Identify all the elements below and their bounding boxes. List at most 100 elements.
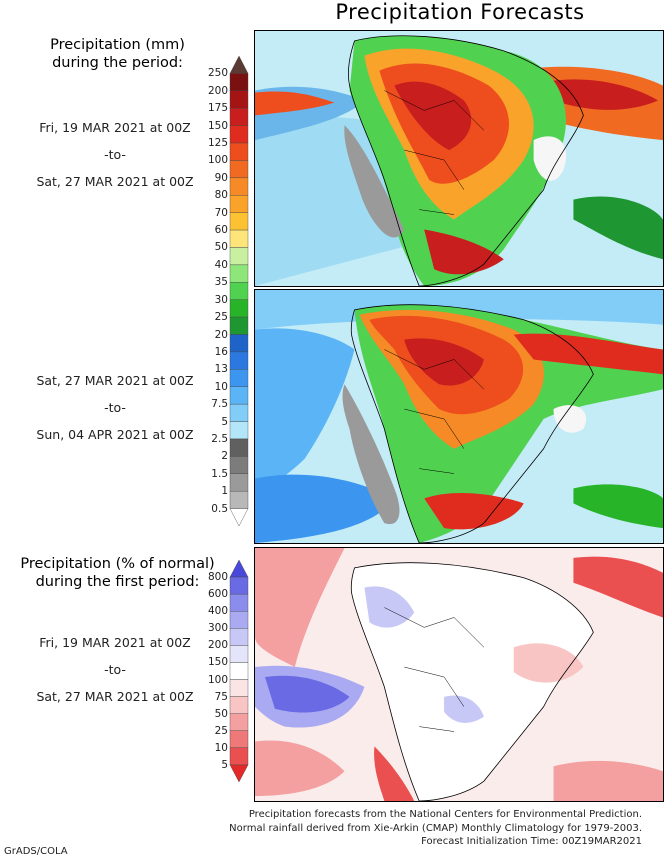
mm-swatch-12 — [229, 264, 249, 283]
mm-tick-label: 1.5 — [211, 467, 228, 480]
mm-tick-label: 5 — [221, 415, 228, 428]
mm-legend-title: Precipitation (mm) during the period: — [0, 36, 235, 72]
mm-swatch-2 — [229, 90, 249, 109]
mm-tick-label: 0.5 — [211, 502, 228, 515]
mm-swatch-7 — [229, 177, 249, 196]
pct-tick-label: 100 — [207, 673, 228, 686]
mm-legend-title-line2: during the period: — [52, 55, 183, 71]
mm-tick-label: 10 — [214, 380, 228, 393]
percent-normal-map — [254, 547, 664, 802]
mm-swatch-6 — [229, 160, 249, 179]
period-3-separator: -to- — [104, 662, 126, 677]
pct-colorbar — [229, 560, 249, 782]
pct-swatch-6 — [229, 662, 249, 680]
period-2-labels: Sat, 27 MAR 2021 at 00Z -to- Sun, 04 APR… — [0, 367, 230, 448]
mm-tick-label: 35 — [214, 276, 228, 289]
mm-tick-label: 20 — [214, 328, 228, 341]
period-1-labels: Fri, 19 MAR 2021 at 00Z -to- Sat, 27 MAR… — [0, 114, 230, 195]
mm-tick-label: 90 — [214, 171, 228, 184]
pct-tick-label: 5 — [221, 758, 228, 771]
pct-swatch-2 — [229, 593, 249, 612]
period-2-start: Sat, 27 MAR 2021 at 00Z — [36, 373, 194, 388]
mm-tick-label: 200 — [207, 84, 228, 97]
pct-tick-label: 25 — [214, 724, 228, 737]
mm-swatch-23 — [229, 456, 249, 474]
pct-swatch-5 — [229, 645, 249, 663]
mm-swatch-15 — [229, 316, 249, 335]
data-credits: Precipitation forecasts from the Nationa… — [202, 808, 642, 849]
pct-swatch-7 — [229, 679, 249, 697]
mm-swatch-25 — [229, 490, 249, 509]
mm-tick-label: 125 — [207, 137, 228, 150]
mm-swatch-4 — [229, 125, 249, 144]
period-1-start: Fri, 19 MAR 2021 at 00Z — [39, 120, 191, 135]
mm-tick-label: 2.5 — [211, 432, 228, 445]
main-title: Precipitation Forecasts — [335, 0, 585, 24]
mm-tick-label: 250 — [207, 67, 228, 80]
period-3-start: Fri, 19 MAR 2021 at 00Z — [39, 635, 191, 650]
credits-line-3: Forecast Initialization Time: 00Z19MAR20… — [421, 836, 642, 847]
mm-swatch-11 — [229, 247, 249, 266]
mm-tick-label: 100 — [207, 154, 228, 167]
mm-swatch-5 — [229, 142, 249, 161]
pct-tick-label: 800 — [207, 571, 228, 584]
mm-legend-title-line1: Precipitation (mm) — [50, 37, 185, 53]
period-1-separator: -to- — [104, 147, 126, 162]
period-3-labels: Fri, 19 MAR 2021 at 00Z -to- Sat, 27 MAR… — [0, 629, 230, 710]
pct-swatch-10 — [229, 730, 249, 749]
pct-swatch-0 — [229, 560, 249, 578]
mm-tick-label: 30 — [214, 293, 228, 306]
mm-swatch-22 — [229, 438, 249, 457]
pct-tick-label: 600 — [207, 588, 228, 601]
pct-swatch-9 — [229, 713, 249, 731]
pct-tick-label: 300 — [207, 622, 228, 635]
mm-swatch-16 — [229, 334, 249, 353]
mm-swatch-21 — [229, 421, 249, 440]
mm-swatch-14 — [229, 299, 249, 318]
mm-tick-label: 175 — [207, 102, 228, 115]
pct-swatch-12 — [229, 764, 249, 782]
pct-swatch-4 — [229, 628, 249, 646]
mm-tick-label: 13 — [214, 363, 228, 376]
pct-tick-label: 75 — [214, 690, 228, 703]
pct-tick-label: 200 — [207, 639, 228, 652]
pct-swatch-8 — [229, 696, 249, 714]
pct-swatch-1 — [229, 576, 249, 595]
pct-tick-label: 50 — [214, 707, 228, 720]
mm-tick-label: 1 — [221, 485, 228, 498]
mm-colorbar — [229, 56, 249, 526]
mm-tick-label: 50 — [214, 241, 228, 254]
mm-tick-label: 80 — [214, 189, 228, 202]
mm-swatch-9 — [229, 212, 249, 231]
pct-legend-title: Precipitation (% of normal) during the f… — [0, 555, 235, 591]
period-2-separator: -to- — [104, 400, 126, 415]
period-3-end: Sat, 27 MAR 2021 at 00Z — [36, 689, 194, 704]
mm-tick-label: 60 — [214, 224, 228, 237]
pct-tick-label: 400 — [207, 605, 228, 618]
pct-legend-title-line1: Precipitation (% of normal) — [20, 556, 215, 572]
pct-swatch-11 — [229, 747, 249, 766]
mm-swatch-20 — [229, 403, 249, 422]
pct-tick-label: 10 — [214, 741, 228, 754]
pct-tick-label: 150 — [207, 656, 228, 669]
period-1-end: Sat, 27 MAR 2021 at 00Z — [36, 174, 194, 189]
mm-swatch-13 — [229, 282, 249, 300]
mm-swatch-8 — [229, 195, 249, 213]
pct-legend-title-line2: during the first period: — [35, 574, 200, 590]
mm-swatch-17 — [229, 351, 249, 370]
mm-swatch-0 — [229, 56, 249, 74]
mm-tick-label: 150 — [207, 119, 228, 132]
mm-tick-label: 25 — [214, 311, 228, 324]
mm-swatch-18 — [229, 369, 249, 387]
precip-map-period-1 — [254, 30, 664, 287]
mm-swatch-24 — [229, 473, 249, 492]
mm-swatch-26 — [229, 508, 249, 526]
mm-swatch-3 — [229, 108, 249, 126]
mm-tick-label: 7.5 — [211, 398, 228, 411]
mm-swatch-19 — [229, 386, 249, 405]
mm-tick-label: 2 — [221, 450, 228, 463]
precip-map-period-2 — [254, 289, 664, 544]
pct-swatch-3 — [229, 611, 249, 629]
mm-swatch-10 — [229, 229, 249, 248]
period-2-end: Sun, 04 APR 2021 at 00Z — [36, 427, 194, 442]
